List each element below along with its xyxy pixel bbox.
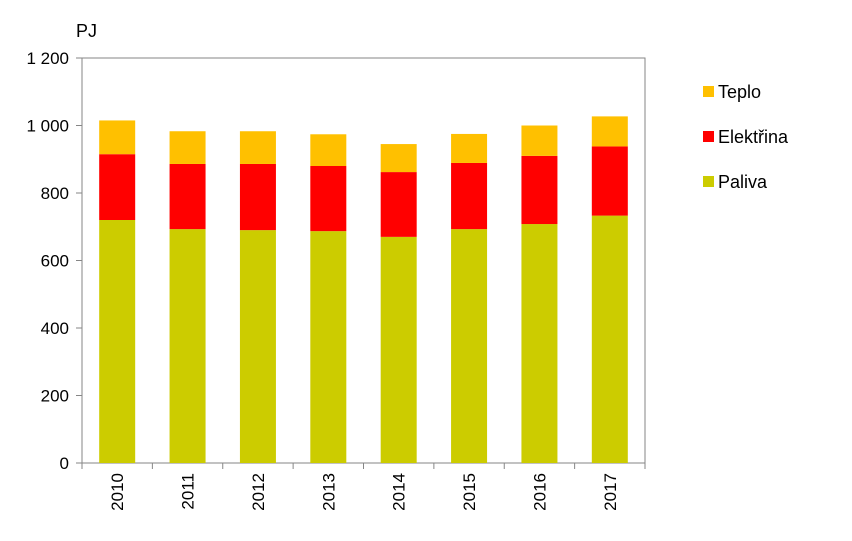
x-tick-label: 2013 xyxy=(319,473,338,511)
bar-segment xyxy=(169,131,206,164)
y-tick-label: 0 xyxy=(60,454,69,473)
legend-swatch xyxy=(703,176,714,187)
bar-segment xyxy=(591,215,628,463)
y-tick-label: 200 xyxy=(41,387,69,406)
bar-segment xyxy=(310,166,347,232)
legend-label: Teplo xyxy=(718,82,761,102)
x-tick-label: 2014 xyxy=(390,473,409,511)
bar-segment xyxy=(99,154,136,220)
bar-segment xyxy=(380,144,417,173)
x-tick-label: 2011 xyxy=(179,473,198,510)
bar-segment xyxy=(521,125,558,156)
x-tick-label: 2010 xyxy=(108,473,127,511)
bar-segment xyxy=(169,229,206,463)
x-tick-label: 2016 xyxy=(530,473,549,511)
bar-segment xyxy=(591,116,628,147)
legend-label: Elektřina xyxy=(718,127,789,147)
plot-area: 0 200 400 600 800 1 000 1 200 PJ 2010 2011 2012 201… xyxy=(26,21,646,511)
y-axis-unit-label: PJ xyxy=(76,21,97,41)
y-tick-label: 1 000 xyxy=(26,117,69,136)
x-tick-label: 2012 xyxy=(249,473,268,511)
bar-segment xyxy=(380,236,417,463)
bar-segment xyxy=(239,163,276,231)
bar-segment xyxy=(451,162,488,230)
bar-segment xyxy=(310,134,347,166)
x-tick-label: 2015 xyxy=(460,473,479,511)
bar-segment xyxy=(239,131,276,164)
y-tick-label: 600 xyxy=(41,252,69,271)
bar-segment xyxy=(310,231,347,463)
bar-segment xyxy=(591,146,628,216)
bar-segment xyxy=(99,120,136,155)
bar-segment xyxy=(521,155,558,225)
bar-segment xyxy=(451,133,488,163)
y-tick-label: 800 xyxy=(41,184,69,203)
y-tick-label: 1 200 xyxy=(26,49,69,68)
bar-segment xyxy=(99,220,136,463)
plot-frame xyxy=(81,57,646,464)
x-tick-label: 2017 xyxy=(601,473,620,511)
bar-segment xyxy=(169,163,206,230)
legend-swatch xyxy=(703,86,714,97)
y-tick-label: 400 xyxy=(41,319,69,338)
legend-swatch xyxy=(703,131,714,142)
bar-segment xyxy=(521,224,558,463)
bar-segment xyxy=(239,230,276,463)
bar-segment xyxy=(451,229,488,463)
legend: Teplo Elektřina Paliva xyxy=(703,82,789,192)
bar-segment xyxy=(380,172,417,237)
legend-label: Paliva xyxy=(718,172,768,192)
